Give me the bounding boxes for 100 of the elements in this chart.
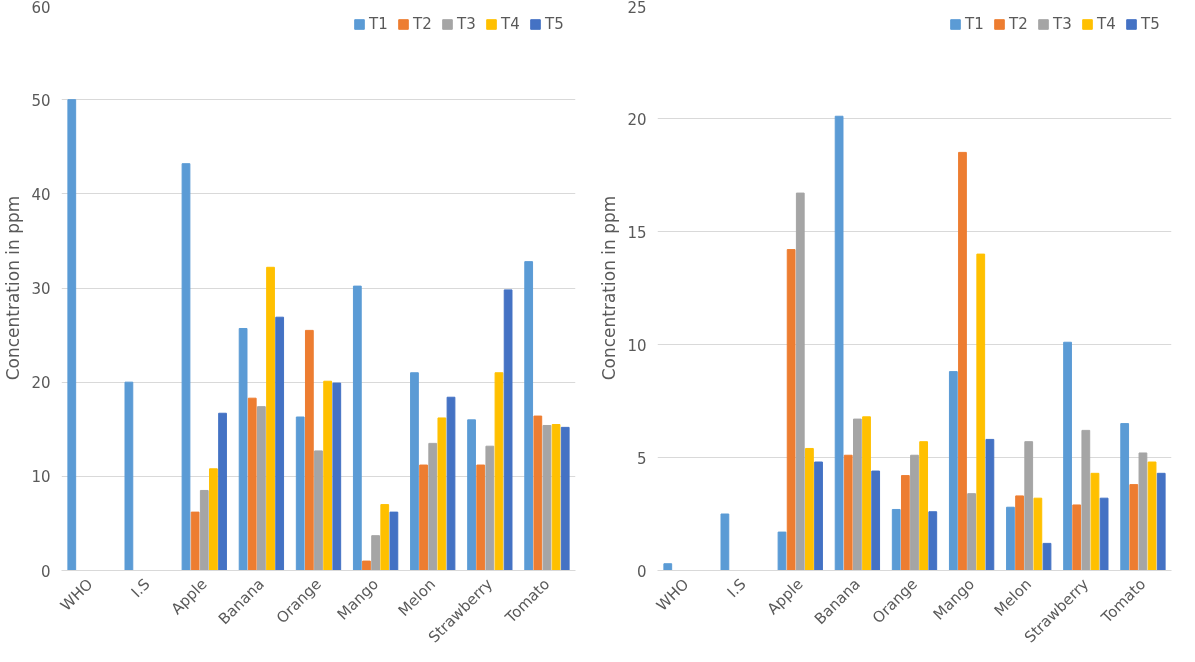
bar [843,454,853,571]
bar [371,535,380,571]
y-tick-label: 20 [31,374,51,393]
bar [814,461,823,571]
bar [503,289,513,571]
bar [853,418,862,571]
bar [1138,452,1148,571]
bar [805,447,814,571]
bar [437,417,447,571]
bar [985,438,995,571]
bar [476,464,486,571]
bar [1129,484,1139,571]
bar [871,470,881,571]
bar [323,380,333,571]
bar [428,442,438,571]
legend-label: T5 [1141,15,1161,33]
bar [266,266,275,571]
bar [533,415,543,571]
bar [551,424,561,571]
bar [542,424,552,571]
x-tick-label: I.S [723,575,750,602]
bar [1072,504,1082,571]
bar [976,253,986,571]
bar [720,513,730,571]
legend-label: T4 [501,15,521,33]
bar [410,372,419,571]
bar [352,285,362,571]
legend-label: T2 [413,15,433,33]
bar [958,151,967,571]
bar [1099,497,1109,571]
legend-label: T3 [1053,15,1073,33]
bar [362,560,371,571]
bar [218,412,227,571]
bar [389,511,399,571]
legend-label: T5 [545,15,565,33]
bar [560,426,570,571]
bar [919,441,929,571]
bar [190,511,200,571]
legend-label: T1 [965,15,985,33]
y-axis-title: Concentration in ppm [599,195,620,381]
bar [181,163,191,571]
bar [524,261,534,571]
bar [380,504,390,571]
legend-label: T3 [457,15,477,33]
bar [891,508,901,571]
bar [1006,506,1015,571]
y-axis-title: Concentration in ppm [3,195,24,381]
y-tick-label: 20 [627,110,647,129]
bar [1033,497,1043,571]
bar [247,397,257,571]
bar [777,531,787,571]
legend-label: T4 [1097,15,1117,33]
bar [419,464,428,571]
bar [446,396,456,571]
bar [485,445,495,571]
bar [1063,341,1072,571]
y-tick-label: 0 [636,562,647,581]
bar [663,563,673,571]
bar [1147,461,1157,571]
legend-label: T2 [1009,15,1029,33]
bar [494,372,504,571]
bar [967,493,976,571]
bar [295,416,305,571]
y-tick-label: 60 [31,0,51,17]
bar [467,419,476,571]
bar [1081,429,1091,571]
bar [124,381,134,571]
y-tick-label: 50 [31,91,51,110]
bar [1156,472,1166,571]
y-tick-label: 40 [31,185,51,204]
legend-label: T1 [369,15,389,33]
bar [67,99,77,571]
bar [862,416,871,571]
y-tick-label: 15 [627,223,647,242]
bar [795,192,805,571]
bar [900,475,910,571]
bar [238,327,248,571]
bar [332,382,342,571]
y-tick-label: 25 [627,0,647,17]
y-tick-label: 5 [636,449,647,468]
bar [1042,542,1052,571]
bar [1015,495,1024,571]
bar [1090,472,1100,571]
bar [948,371,958,571]
bar [786,249,796,571]
y-tick-label: 0 [40,562,51,581]
bar [199,489,209,571]
bar [304,329,314,571]
bar [275,316,285,571]
y-tick-label: 30 [31,280,51,298]
bar [910,454,919,571]
bar [1120,423,1130,571]
x-tick-label: I.S [127,575,154,602]
bar [928,511,938,571]
y-tick-label: 10 [31,468,51,487]
bar [314,450,323,571]
y-tick-label: 10 [627,336,647,355]
bar [209,468,218,571]
bar [834,115,844,571]
bar [1024,441,1034,571]
